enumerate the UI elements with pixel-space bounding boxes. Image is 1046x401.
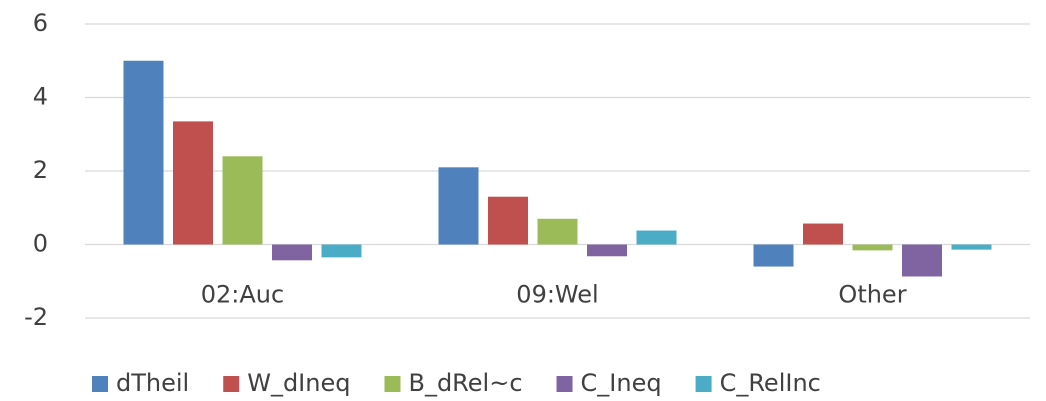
- legend-label: W_dIneq: [247, 369, 350, 397]
- bar: [803, 223, 843, 245]
- bar: [222, 156, 263, 245]
- y-tick-label: 4: [33, 83, 48, 111]
- x-tick-label: 09:Wel: [516, 281, 598, 309]
- legend-swatch: [556, 376, 573, 392]
- bar: [902, 244, 942, 277]
- bar: [438, 167, 479, 245]
- bar: [636, 230, 677, 245]
- legend-label: dTheil: [116, 369, 189, 397]
- bar: [123, 60, 164, 245]
- y-tick-label: 6: [33, 9, 48, 37]
- bar: [488, 196, 528, 245]
- legend-label: B_dRel~c: [408, 369, 522, 397]
- legend-label: C_Ineq: [581, 369, 662, 397]
- y-tick-label: -2: [24, 303, 48, 331]
- x-tick-label: 02:Auc: [201, 281, 284, 309]
- bar: [753, 244, 794, 267]
- bar: [272, 244, 312, 261]
- x-tick-label: Other: [838, 281, 906, 309]
- bar: [951, 244, 992, 250]
- bar: [173, 121, 213, 245]
- legend-swatch: [384, 376, 401, 392]
- y-tick-label: 0: [33, 230, 48, 258]
- legend-swatch: [223, 376, 240, 392]
- bar: [537, 218, 578, 245]
- legend-label: C_RelInc: [720, 369, 821, 397]
- legend-swatch: [695, 376, 712, 392]
- bar: [587, 244, 627, 257]
- legend-swatch: [92, 376, 108, 392]
- bar: [321, 244, 362, 258]
- bar: [852, 244, 893, 251]
- y-tick-label: 2: [33, 156, 48, 184]
